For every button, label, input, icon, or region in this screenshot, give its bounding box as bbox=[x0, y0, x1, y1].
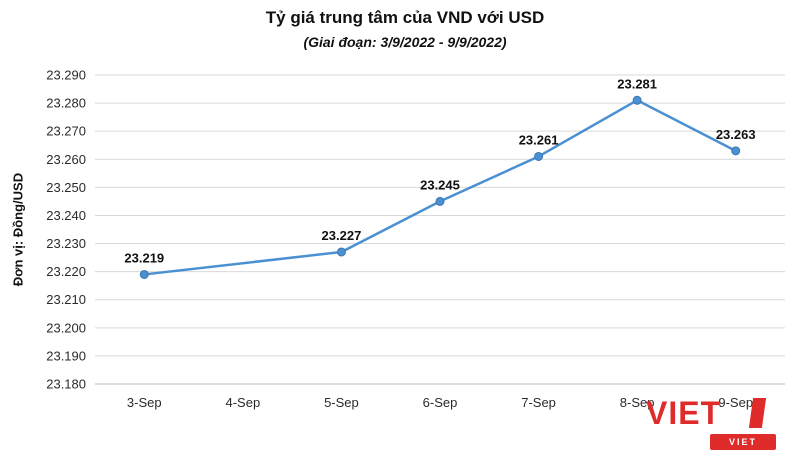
svg-text:6-Sep: 6-Sep bbox=[423, 395, 458, 410]
svg-text:23.245: 23.245 bbox=[420, 177, 460, 192]
viet-logo-text: VIET bbox=[646, 395, 722, 431]
svg-text:23.261: 23.261 bbox=[519, 132, 559, 147]
svg-text:4-Sep: 4-Sep bbox=[226, 395, 261, 410]
svg-text:23.219: 23.219 bbox=[124, 250, 164, 265]
svg-text:23.270: 23.270 bbox=[46, 124, 86, 139]
svg-text:23.200: 23.200 bbox=[46, 320, 86, 335]
viet-logo-flag-icon bbox=[748, 398, 767, 428]
chart-title: Tỷ giá trung tâm của VND với USD bbox=[265, 8, 545, 27]
svg-text:23.281: 23.281 bbox=[617, 76, 657, 91]
svg-text:3-Sep: 3-Sep bbox=[127, 395, 162, 410]
svg-text:23.280: 23.280 bbox=[46, 96, 86, 111]
svg-text:23.180: 23.180 bbox=[46, 377, 86, 392]
svg-text:23.230: 23.230 bbox=[46, 236, 86, 251]
viet-logo: VIET VIET bbox=[646, 396, 776, 452]
svg-text:5-Sep: 5-Sep bbox=[324, 395, 359, 410]
svg-text:23.190: 23.190 bbox=[46, 348, 86, 363]
viet-logo-badge: VIET bbox=[710, 434, 776, 450]
svg-text:9-Sep: 9-Sep bbox=[718, 395, 753, 410]
svg-text:8-Sep: 8-Sep bbox=[620, 395, 655, 410]
svg-text:23.260: 23.260 bbox=[46, 152, 86, 167]
svg-text:23.250: 23.250 bbox=[46, 180, 86, 195]
chart-subtitle: (Giai đoạn: 3/9/2022 - 9/9/2022) bbox=[303, 34, 507, 50]
svg-text:23.220: 23.220 bbox=[46, 264, 86, 279]
svg-text:7-Sep: 7-Sep bbox=[521, 395, 556, 410]
svg-text:23.290: 23.290 bbox=[46, 68, 86, 83]
svg-text:23.227: 23.227 bbox=[322, 228, 362, 243]
svg-text:23.240: 23.240 bbox=[46, 208, 86, 223]
svg-text:23.210: 23.210 bbox=[46, 292, 86, 307]
svg-text:23.263: 23.263 bbox=[716, 127, 756, 142]
